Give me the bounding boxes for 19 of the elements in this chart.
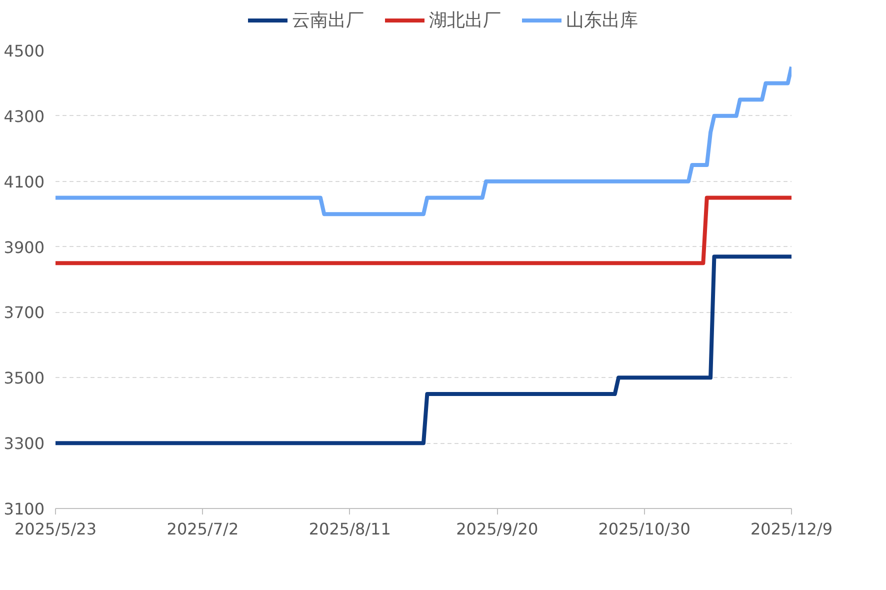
legend-label: 云南出厂 [292,9,364,32]
legend-label: 山东出库 [566,9,638,32]
x-tick-label: 2025/8/11 [308,520,391,538]
y-tick-label: 3500 [4,368,44,388]
y-tick-label: 3100 [4,500,44,518]
x-tick-label: 2025/7/2 [166,520,239,538]
y-tick-label: 4300 [4,106,44,126]
y-tick-label: 3700 [4,303,44,322]
y-tick-label: 4100 [4,172,44,192]
y-tick-label: 3300 [4,434,44,454]
x-tick-label: 2025/10/30 [598,520,690,538]
line-series [56,64,792,216]
x-tick-label: 2025/5/23 [14,520,97,538]
line-series [56,254,792,446]
legend-label: 湖北出厂 [429,9,501,32]
y-tick-label: 4500 [4,42,44,60]
x-tick-label: 2025/12/9 [750,520,833,538]
y-tick-label: 3900 [4,238,44,257]
x-tick-label: 2025/9/20 [456,520,538,538]
